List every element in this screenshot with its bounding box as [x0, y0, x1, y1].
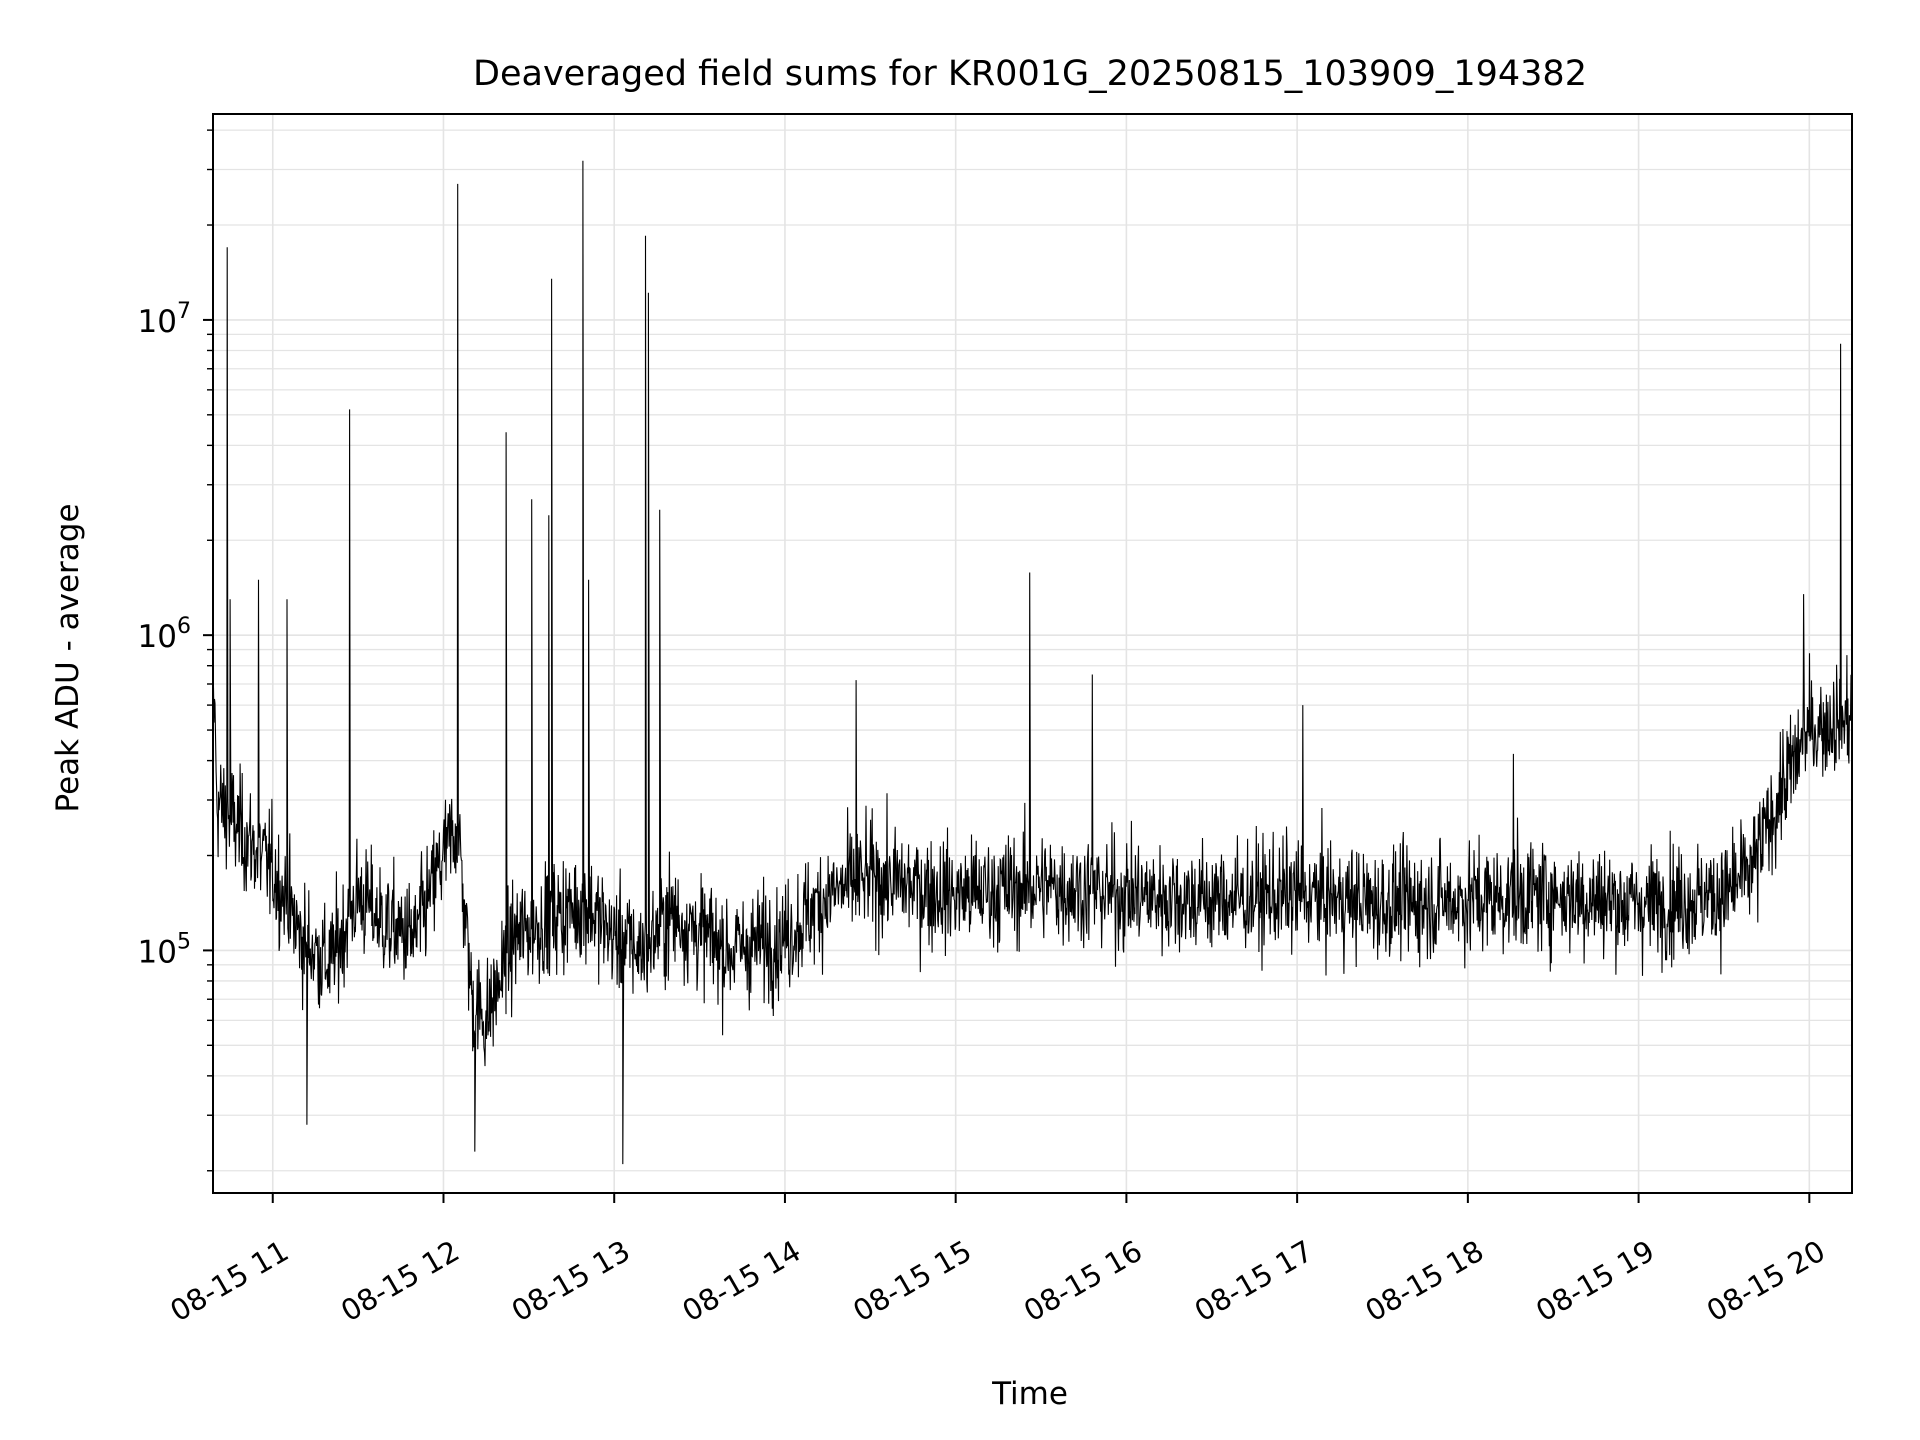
plot-area-frame [212, 113, 1853, 1194]
data-trace [212, 160, 1853, 1165]
y-tick-label: 105 [138, 929, 191, 970]
grid [213, 114, 1852, 1193]
x-axis-label: Time [991, 1376, 1068, 1412]
y-axis-label: Peak ADU - average [50, 503, 86, 812]
series-line [212, 160, 1853, 1165]
y-tick-label: 106 [138, 614, 191, 655]
y-tick-label: 107 [138, 299, 191, 340]
chart-title: Deaveraged field sums for KR001G_2025081… [473, 54, 1587, 94]
